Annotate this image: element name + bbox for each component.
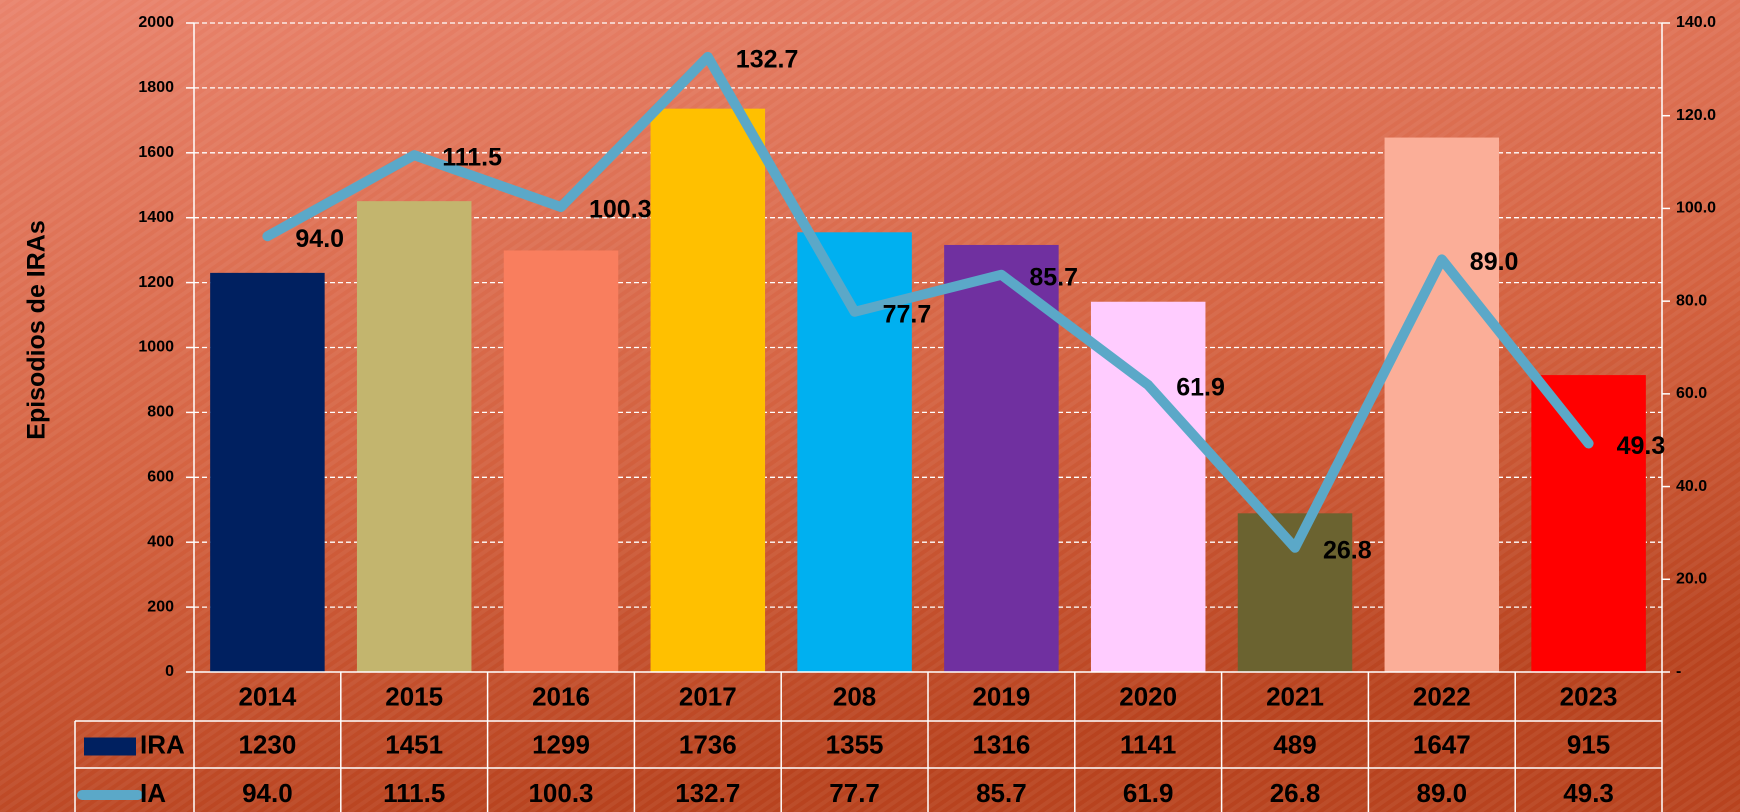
x-tick-label: 2015 bbox=[385, 681, 443, 711]
table-cell: 100.3 bbox=[528, 778, 593, 808]
y-tick-label: 2000 bbox=[138, 14, 174, 31]
y2-tick-label: 60.0 bbox=[1676, 385, 1707, 402]
table-cell: 26.8 bbox=[1270, 778, 1321, 808]
legend-key bbox=[84, 737, 136, 756]
x-tick-label: 2019 bbox=[972, 681, 1030, 711]
bar bbox=[210, 272, 325, 672]
table-cell: 49.3 bbox=[1563, 778, 1614, 808]
table-cell: 1736 bbox=[679, 729, 737, 759]
table-cell: 1355 bbox=[826, 729, 884, 759]
x-tick-label: 2023 bbox=[1560, 681, 1618, 711]
table-cell: 489 bbox=[1273, 729, 1316, 759]
bar bbox=[356, 201, 472, 672]
y-tick-label: 600 bbox=[147, 469, 174, 486]
table-cell: 111.5 bbox=[383, 778, 445, 808]
y2-tick-label: - bbox=[1676, 663, 1681, 680]
y2-tick-label: 120.0 bbox=[1676, 107, 1716, 124]
table-cell: 915 bbox=[1567, 729, 1610, 759]
table-cell: 94.0 bbox=[242, 778, 293, 808]
y-tick-label: 1800 bbox=[138, 79, 174, 96]
bar bbox=[1090, 301, 1206, 672]
data-label: 61.9 bbox=[1176, 374, 1225, 402]
y2-tick-label: 140.0 bbox=[1676, 14, 1716, 31]
table-cell: 1299 bbox=[532, 729, 590, 759]
data-label: 100.3 bbox=[589, 196, 652, 224]
bar bbox=[1384, 137, 1500, 673]
legend-label: IA bbox=[140, 778, 166, 808]
table-cell: 85.7 bbox=[976, 778, 1027, 808]
y2-tick-label: 80.0 bbox=[1676, 292, 1707, 309]
data-label: 111.5 bbox=[442, 144, 502, 172]
y2-tick-label: 100.0 bbox=[1676, 200, 1716, 217]
y-tick-label: 1400 bbox=[138, 209, 174, 226]
data-label: 26.8 bbox=[1323, 536, 1372, 564]
bar bbox=[1531, 375, 1646, 672]
line bbox=[262, 51, 1594, 553]
y-tick-label: 400 bbox=[147, 533, 174, 550]
bar bbox=[503, 250, 619, 673]
y-tick-label: 1000 bbox=[138, 339, 174, 356]
y-axis-title: Episodios de IRAs bbox=[23, 220, 51, 439]
bar bbox=[650, 108, 766, 673]
x-tick-label: 2022 bbox=[1413, 681, 1471, 711]
table-cell: 61.9 bbox=[1123, 778, 1174, 808]
x-tick-label: 2020 bbox=[1119, 681, 1177, 711]
y-tick-label: 800 bbox=[147, 404, 174, 421]
y2-tick-label: 20.0 bbox=[1676, 571, 1707, 588]
x-tick-label: 2017 bbox=[679, 681, 737, 711]
data-label: 132.7 bbox=[736, 45, 799, 73]
data-label: 85.7 bbox=[1029, 263, 1078, 291]
bar bbox=[944, 244, 1059, 672]
table-cell: 1316 bbox=[972, 729, 1030, 759]
table-cell: 1141 bbox=[1120, 729, 1176, 759]
y-tick-label: 0 bbox=[165, 663, 174, 680]
y-tick-label: 1600 bbox=[138, 144, 174, 161]
table-cell: 77.7 bbox=[829, 778, 880, 808]
y2-tick-label: 40.0 bbox=[1676, 478, 1707, 495]
table-cell: 1451 bbox=[385, 729, 443, 759]
table-cell: 1647 bbox=[1413, 729, 1471, 759]
y-tick-label: 1200 bbox=[138, 274, 174, 291]
data-label: 89.0 bbox=[1470, 248, 1519, 276]
table-cell: 89.0 bbox=[1416, 778, 1467, 808]
table-cell: 1230 bbox=[238, 729, 296, 759]
table-cell: 132.7 bbox=[675, 778, 740, 808]
data-label: 94.0 bbox=[295, 225, 344, 253]
x-tick-label: 2016 bbox=[532, 681, 590, 711]
y-tick-label: 200 bbox=[147, 598, 174, 615]
x-tick-label: 208 bbox=[833, 681, 876, 711]
data-label: 49.3 bbox=[1617, 432, 1666, 460]
legend-label: IRA bbox=[140, 729, 185, 759]
data-label: 77.7 bbox=[883, 300, 932, 328]
x-tick-label: 2021 bbox=[1266, 681, 1324, 711]
x-tick-label: 2014 bbox=[238, 681, 296, 711]
